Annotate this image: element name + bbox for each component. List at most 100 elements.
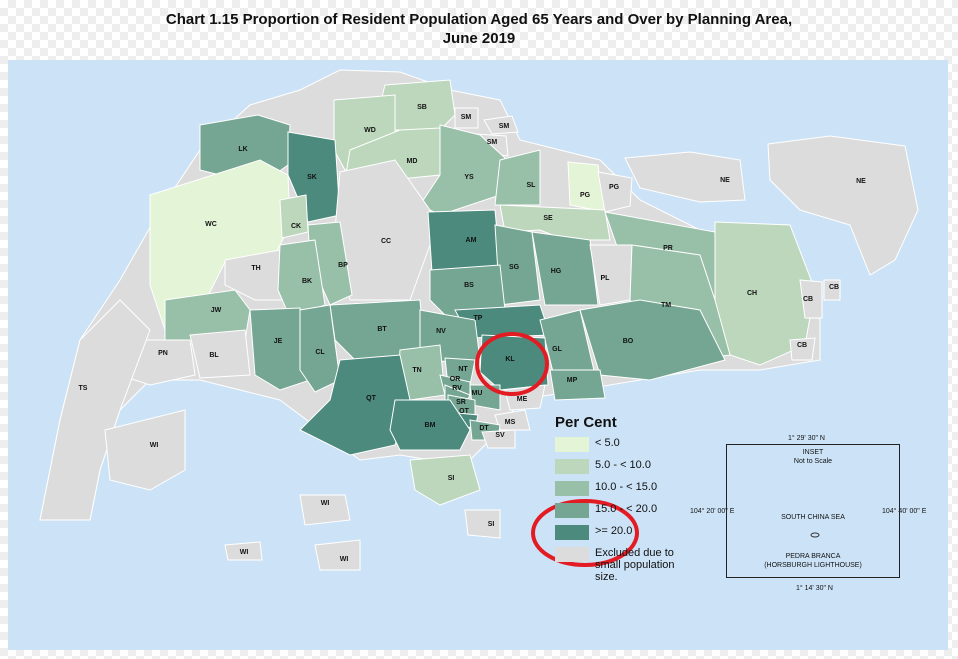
inset-lon-right: 104° 40' 00" E [882,508,927,515]
inset-heading: INSET [802,449,824,456]
planning-area-sm [454,107,479,129]
planning-area-qt [299,354,411,456]
area-label-wd: WD [364,127,376,134]
area-label-sm: SM [487,139,498,146]
legend-label: 10.0 - < 15.0 [595,481,658,493]
area-label-bp: BP [338,262,348,269]
planning-area-je [249,307,311,391]
planning-area-pg [597,171,633,213]
inset-sea-label: SOUTH CHINA SEA [781,514,845,521]
planning-area-ts [39,299,151,521]
area-label-bo: BO [623,338,634,345]
area-label-je: JE [274,338,283,345]
area-label-sl: SL [527,182,537,189]
legend-item: Excluded due to small population size. [555,547,715,595]
chart-title: Chart 1.15 Proportion of Resident Popula… [0,10,958,48]
area-label-bl: BL [209,352,219,359]
area-label-or: OR [450,376,461,383]
area-label-sb: SB [417,104,427,111]
area-label-si: SI [488,521,495,528]
planning-area-wi [224,541,263,561]
area-label-ne: NE [856,178,866,185]
highlight-circle-kl [475,332,549,396]
area-label-wi: WI [321,500,330,507]
inset-lat-top: 1° 29' 30" N [788,435,825,442]
planning-area-ys [419,124,506,216]
planning-area-si [409,454,481,506]
legend-label: >= 20.0 [595,525,633,537]
area-label-se: SE [543,215,553,222]
planning-area-si [464,509,501,539]
area-label-sv: SV [495,432,505,439]
area-label-wc: WC [205,221,217,228]
area-label-ms: MS [505,419,516,426]
area-label-lk: LK [238,146,247,153]
area-label-jw: JW [211,307,222,314]
planning-area-mp [549,369,606,401]
planning-area-sl [494,149,541,206]
planning-area-bm [389,399,471,451]
area-label-pg: PG [580,192,591,199]
area-label-pn: PN [158,350,168,357]
area-label-pl: PL [601,275,611,282]
legend-item: < 5.0 [555,437,715,459]
chart-title-line1: Chart 1.15 Proportion of Resident Popula… [165,11,793,28]
area-label-ot: OT [459,408,469,415]
area-label-bs: BS [464,282,474,289]
planning-area-th [224,249,291,301]
area-label-cb: CB [803,296,813,303]
area-label-sk: SK [307,174,317,181]
area-label-cb: CB [829,284,839,291]
area-label-kl: KL [505,356,515,363]
inset-island-subname: (HORSBURGH LIGHTHOUSE) [764,562,862,569]
area-label-ck: CK [291,223,301,230]
planning-area-cl [299,304,341,393]
area-label-wi: WI [340,556,349,563]
legend-swatch [555,525,589,540]
area-label-mp: MP [567,377,578,384]
legend-label: 5.0 - < 10.0 [595,459,651,471]
area-label-bk: BK [302,278,312,285]
area-label-sg: SG [509,264,520,271]
legend-swatch [555,503,589,518]
planning-area-cb [789,337,816,361]
area-label-ne: NE [720,177,730,184]
area-label-am: AM [466,237,477,244]
area-label-dt: DT [479,425,489,432]
area-label-ys: YS [464,174,474,181]
inset-subheading: Not to Scale [793,458,833,465]
area-label-pg: PG [609,184,620,191]
planning-area-cb [823,279,841,301]
legend-item: >= 20.0 [555,525,715,547]
area-label-sr: SR [456,399,466,406]
area-label-me: ME [517,396,528,403]
legend-label: 15.0 - < 20.0 [595,503,658,515]
planning-area-wi [104,409,186,491]
legend-title: Per Cent [555,414,617,431]
legend: Per Cent < 5.0 5.0 - < 10.0 10.0 - < 15.… [555,414,715,595]
area-label-bm: BM [425,422,436,429]
inset-lat-bottom: 1° 14' 30" N [796,585,833,592]
area-label-nt: NT [458,366,468,373]
area-label-bt: BT [377,326,387,333]
area-label-si: SI [448,475,455,482]
area-label-tn: TN [412,367,421,374]
area-label-gl: GL [552,346,562,353]
planning-area-ne [624,151,746,203]
area-label-qt: QT [366,395,376,402]
planning-area-sv [481,429,516,449]
planning-area-ne [767,135,919,276]
area-label-tm: TM [661,302,671,309]
area-label-cb: CB [797,342,807,349]
area-label-pr: PR [663,245,673,252]
area-label-wi: WI [150,442,159,449]
legend-label: Excluded due to small population size. [595,547,675,583]
area-label-mu: MU [472,390,483,397]
planning-area-cb [799,279,823,319]
area-label-wi: WI [240,549,249,556]
chart-title-line2: June 2019 [442,30,516,47]
area-label-cc: CC [381,238,391,245]
planning-area-bl [189,329,251,379]
planning-area-ck [279,194,309,239]
